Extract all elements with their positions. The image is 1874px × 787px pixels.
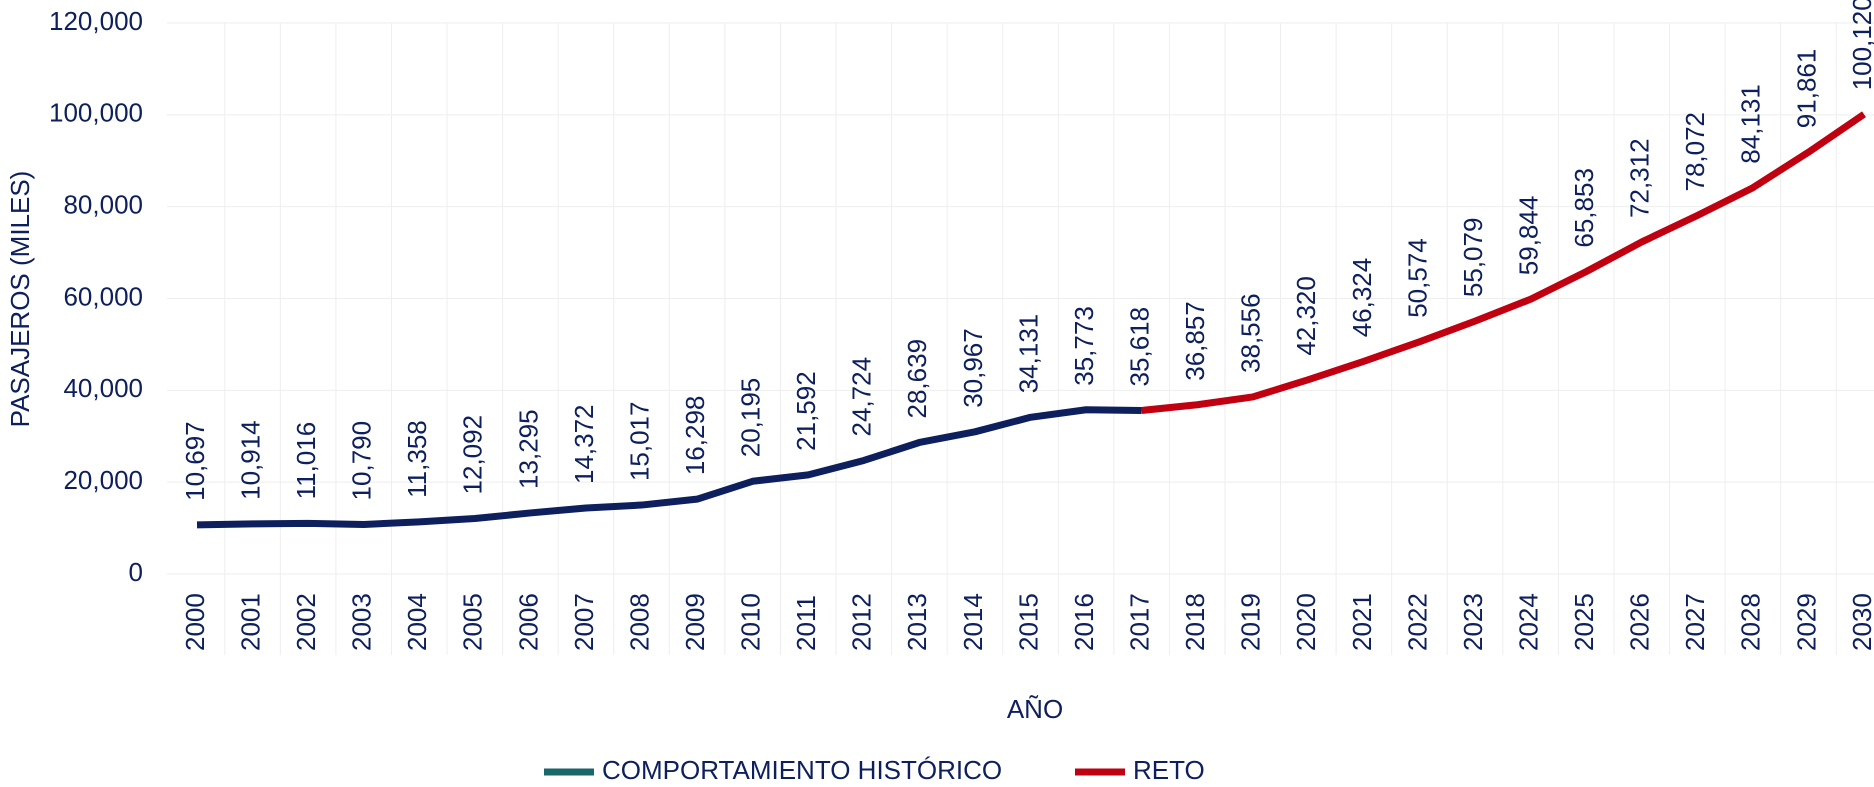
x-tick-label: 2013 — [902, 593, 932, 651]
data-label: 10,697 — [180, 421, 210, 501]
data-label: 34,131 — [1013, 314, 1043, 394]
x-tick-label: 2028 — [1736, 593, 1766, 651]
x-tick-label: 2011 — [791, 595, 821, 651]
y-tick-label: 0 — [129, 557, 143, 587]
x-tick-label: 2004 — [402, 593, 432, 651]
x-tick-label: 2006 — [513, 593, 543, 651]
x-tick-label: 2015 — [1013, 593, 1043, 651]
data-label: 38,556 — [1236, 293, 1266, 373]
data-label: 10,914 — [235, 420, 265, 500]
x-tick-label: 2017 — [1125, 593, 1155, 651]
x-tick-label: 2018 — [1180, 593, 1210, 651]
x-tick-label: 2002 — [291, 593, 321, 651]
data-label: 65,853 — [1569, 168, 1599, 248]
data-label: 50,574 — [1402, 238, 1432, 318]
data-label: 21,592 — [791, 371, 821, 451]
data-label: 100,120 — [1847, 0, 1874, 90]
x-tick-label: 2029 — [1791, 593, 1821, 651]
x-tick-label: 2005 — [458, 593, 488, 651]
data-label: 10,790 — [347, 421, 377, 501]
y-tick-label: 20,000 — [63, 465, 143, 495]
data-label: 11,358 — [402, 420, 432, 498]
data-label: 84,131 — [1736, 84, 1766, 164]
x-tick-label: 2021 — [1347, 593, 1377, 651]
y-tick-label: 40,000 — [63, 373, 143, 403]
data-label: 30,967 — [958, 328, 988, 408]
data-label: 35,618 — [1125, 307, 1155, 387]
data-label: 12,092 — [458, 415, 488, 495]
x-axis-label: AÑO — [1007, 694, 1063, 724]
legend-label: RETO — [1133, 755, 1205, 785]
line-series — [1141, 111, 1866, 414]
y-tick-label: 120,000 — [49, 6, 143, 36]
data-label: 91,861 — [1791, 49, 1821, 129]
x-tick-label: 2025 — [1569, 593, 1599, 651]
y-tick-label: 60,000 — [63, 281, 143, 311]
line-series — [196, 406, 1142, 529]
data-label: 15,017 — [624, 402, 654, 482]
data-label: 46,324 — [1347, 258, 1377, 338]
data-label: 24,724 — [847, 357, 877, 437]
x-tick-label: 2000 — [180, 593, 210, 651]
x-tick-label: 2020 — [1291, 593, 1321, 651]
x-tick-label: 2003 — [347, 593, 377, 651]
data-label: 35,773 — [1069, 306, 1099, 386]
data-label: 16,298 — [680, 396, 710, 476]
legend-label: COMPORTAMIENTO HISTÓRICO — [602, 755, 1002, 785]
y-tick-label: 100,000 — [49, 98, 143, 128]
data-label: 55,079 — [1458, 218, 1488, 298]
x-tick-label: 2010 — [736, 593, 766, 651]
x-tick-label: 2024 — [1513, 593, 1543, 651]
x-tick-label: 2027 — [1680, 593, 1710, 651]
data-label: 14,372 — [569, 404, 599, 484]
y-axis-label: PASAJEROS (MILES) — [5, 171, 35, 428]
data-label: 28,639 — [902, 339, 932, 419]
data-label: 11,016 — [291, 422, 321, 500]
x-tick-label: 2012 — [847, 593, 877, 651]
x-tick-label: 2001 — [235, 593, 265, 651]
data-label: 42,320 — [1291, 276, 1321, 356]
x-tick-label: 2019 — [1236, 593, 1266, 651]
x-tick-label: 2007 — [569, 593, 599, 651]
x-tick-label: 2030 — [1847, 593, 1874, 651]
data-label: 13,295 — [513, 409, 543, 489]
x-tick-label: 2014 — [958, 593, 988, 651]
x-tick-label: 2009 — [680, 593, 710, 651]
y-tick-label: 80,000 — [63, 190, 143, 220]
x-tick-label: 2016 — [1069, 593, 1099, 651]
data-label: 59,844 — [1513, 196, 1543, 276]
x-tick-label: 2023 — [1458, 593, 1488, 651]
x-tick-label: 2022 — [1402, 593, 1432, 651]
data-label: 78,072 — [1680, 112, 1710, 192]
data-label: 20,195 — [736, 378, 766, 458]
data-label: 72,312 — [1625, 138, 1655, 218]
data-label: 36,857 — [1180, 301, 1210, 381]
x-tick-label: 2008 — [624, 593, 654, 651]
x-tick-label: 2026 — [1625, 593, 1655, 651]
